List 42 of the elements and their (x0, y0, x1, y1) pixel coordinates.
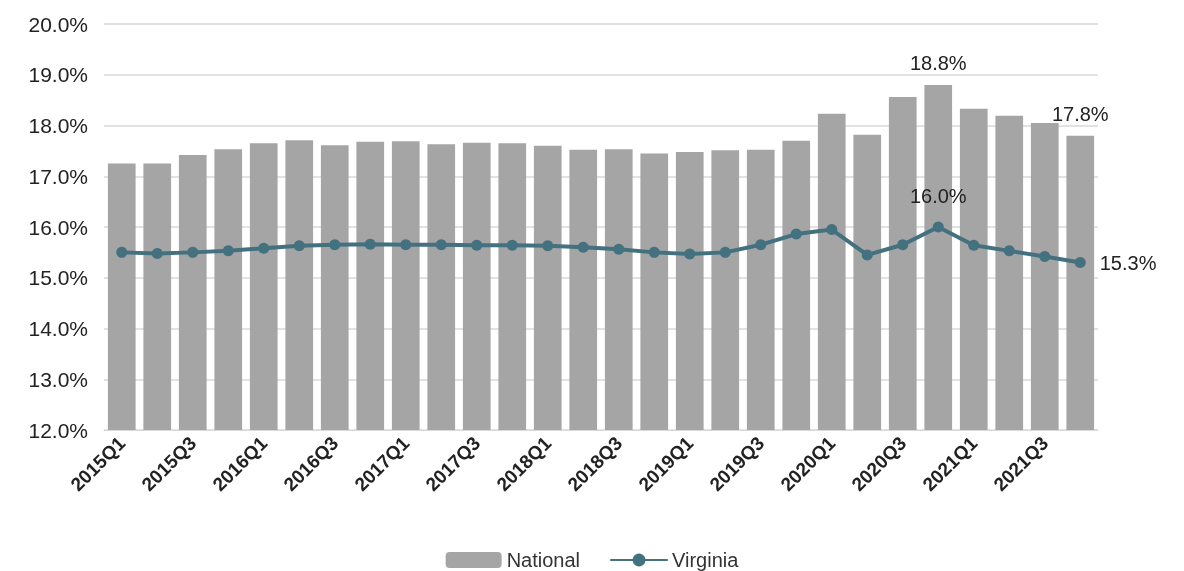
y-tick-label: 14.0% (28, 317, 88, 340)
y-tick-label: 20.0% (28, 12, 88, 36)
point (577, 241, 589, 253)
point (471, 239, 483, 251)
point (1039, 250, 1051, 262)
point (897, 239, 909, 251)
point (648, 246, 660, 258)
point (684, 248, 696, 260)
point (364, 238, 376, 250)
point (755, 239, 767, 251)
data-label: 15.3% (1099, 251, 1157, 274)
point (329, 239, 341, 251)
y-tick-label: 17.0% (28, 164, 88, 188)
legend-label: Virginia (672, 549, 740, 571)
point (400, 239, 412, 251)
y-tick-label: 19.0% (28, 63, 88, 87)
point (435, 239, 447, 251)
y-tick-label: 12.0% (28, 418, 88, 442)
y-tick-label: 15.0% (28, 266, 88, 290)
legend-label: National (506, 549, 581, 571)
point (719, 246, 731, 258)
point (187, 246, 199, 258)
point (968, 239, 980, 251)
y-tick-label: 13.0% (28, 367, 88, 391)
data-label: 18.8% (909, 51, 967, 74)
point (861, 249, 873, 261)
point (932, 221, 944, 233)
point (826, 224, 838, 236)
point (293, 240, 305, 252)
point (258, 242, 270, 254)
point (116, 246, 128, 258)
y-tick-label: 18.0% (28, 114, 88, 137)
point (790, 228, 802, 240)
data-label: 17.8% (1051, 102, 1109, 125)
point (1003, 245, 1015, 257)
point (506, 239, 518, 251)
point (1074, 257, 1086, 269)
y-tick-label: 16.0% (28, 215, 88, 239)
point (613, 243, 625, 255)
point (542, 240, 554, 252)
point (222, 245, 234, 257)
point (151, 247, 163, 259)
